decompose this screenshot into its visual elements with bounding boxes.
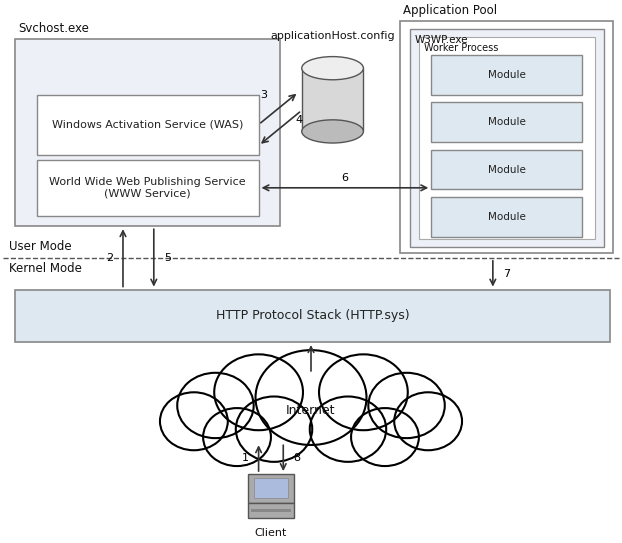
Text: Svchost.exe: Svchost.exe (18, 22, 89, 35)
Text: 8: 8 (293, 453, 300, 463)
FancyBboxPatch shape (15, 39, 280, 226)
Text: 4: 4 (295, 115, 302, 125)
Text: World Wide Web Publishing Service
(WWW Service): World Wide Web Publishing Service (WWW S… (49, 177, 246, 199)
FancyBboxPatch shape (254, 478, 288, 498)
Circle shape (177, 373, 254, 438)
Text: W3WP.exe: W3WP.exe (414, 35, 468, 45)
Text: Windows Activation Service (WAS): Windows Activation Service (WAS) (52, 120, 243, 130)
Circle shape (203, 408, 271, 466)
Text: 7: 7 (503, 269, 510, 279)
FancyBboxPatch shape (410, 29, 604, 248)
Circle shape (319, 355, 408, 430)
FancyBboxPatch shape (37, 160, 259, 216)
Circle shape (236, 396, 312, 462)
Text: Internet: Internet (286, 404, 336, 417)
FancyBboxPatch shape (431, 197, 582, 237)
Text: Kernel Mode: Kernel Mode (9, 262, 82, 275)
Text: 6: 6 (341, 173, 348, 184)
FancyBboxPatch shape (248, 503, 294, 517)
Text: 3: 3 (260, 90, 267, 100)
FancyBboxPatch shape (37, 94, 259, 155)
Text: Module: Module (488, 165, 526, 175)
FancyBboxPatch shape (431, 150, 582, 190)
Text: applicationHost.config: applicationHost.config (271, 31, 395, 41)
Ellipse shape (302, 56, 363, 80)
FancyBboxPatch shape (251, 509, 291, 512)
FancyBboxPatch shape (431, 103, 582, 142)
Text: Module: Module (488, 117, 526, 127)
Circle shape (394, 392, 462, 450)
Circle shape (368, 373, 445, 438)
Text: 1: 1 (241, 453, 249, 463)
Text: Worker Process: Worker Process (424, 43, 498, 53)
FancyBboxPatch shape (431, 55, 582, 94)
FancyBboxPatch shape (401, 21, 613, 252)
Circle shape (310, 396, 386, 462)
Text: 5: 5 (164, 253, 171, 263)
Circle shape (214, 355, 303, 430)
Text: 2: 2 (106, 253, 113, 263)
FancyBboxPatch shape (248, 474, 294, 503)
Text: HTTP Protocol Stack (HTTP.sys): HTTP Protocol Stack (HTTP.sys) (216, 310, 409, 323)
FancyBboxPatch shape (419, 36, 595, 239)
FancyBboxPatch shape (302, 68, 363, 131)
Circle shape (256, 350, 366, 445)
Circle shape (160, 392, 228, 450)
FancyBboxPatch shape (15, 289, 610, 342)
Text: Module: Module (488, 70, 526, 80)
Text: Application Pool: Application Pool (404, 4, 498, 16)
Text: User Mode: User Mode (9, 239, 72, 252)
Ellipse shape (302, 120, 363, 143)
Text: Client: Client (255, 528, 287, 538)
Circle shape (351, 408, 419, 466)
Text: Module: Module (488, 212, 526, 222)
